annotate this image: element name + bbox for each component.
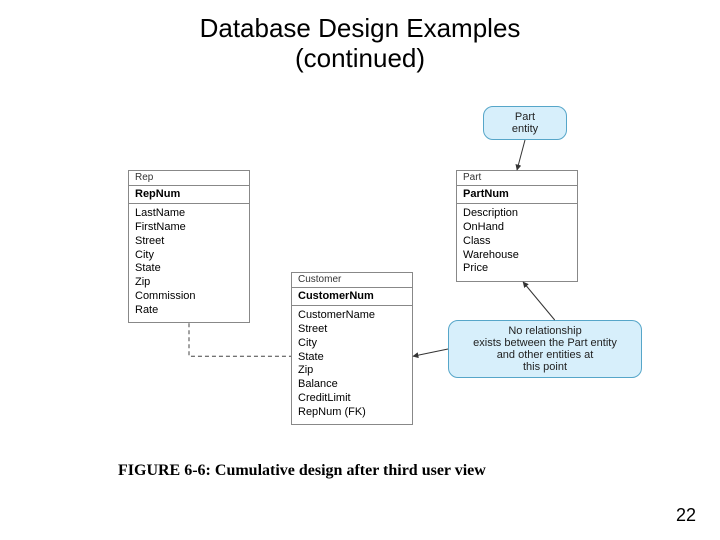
norel-line4: this point — [459, 361, 631, 373]
connector-norel-to-part — [523, 282, 555, 320]
entity-part-attrs: Description OnHand Class Warehouse Price — [457, 204, 577, 281]
customer-attr: RepNum (FK) — [298, 406, 406, 420]
customer-attr: City — [298, 337, 406, 351]
entity-rep-attrs: LastName FirstName Street City State Zip… — [129, 204, 249, 322]
title-line-2: (continued) — [295, 43, 425, 73]
norel-line2: exists between the Part entity — [459, 337, 631, 349]
part-attr: Warehouse — [463, 249, 571, 263]
customer-attr: CustomerName — [298, 309, 406, 323]
part-attr: Class — [463, 235, 571, 249]
page-number: 22 — [676, 505, 696, 526]
callout-part-entity: Part entity — [483, 106, 567, 140]
rep-attr: City — [135, 249, 243, 263]
part-attr: OnHand — [463, 221, 571, 235]
norel-line3: and other entities at — [459, 349, 631, 361]
part-attr: Price — [463, 262, 571, 276]
customer-attr: State — [298, 351, 406, 365]
connector-norel-to-customer — [413, 349, 448, 356]
customer-attr: CreditLimit — [298, 392, 406, 406]
entity-customer-attrs: CustomerName Street City State Zip Balan… — [292, 306, 412, 424]
rep-attr: Street — [135, 235, 243, 249]
callout-part-line1: Part — [494, 111, 556, 123]
connector-callout-to-part — [517, 140, 525, 170]
customer-attr: Balance — [298, 378, 406, 392]
figure-caption: FIGURE 6-6: Cumulative design after thir… — [118, 462, 486, 480]
part-attr: Description — [463, 207, 571, 221]
norel-line1: No relationship — [459, 325, 631, 337]
rep-attr: State — [135, 262, 243, 276]
entity-part-key: PartNum — [457, 185, 577, 205]
connector-rep-to-customer — [189, 323, 291, 356]
callout-part-line2: entity — [494, 123, 556, 135]
rep-attr: Commission — [135, 290, 243, 304]
slide-canvas: Database Design Examples (continued) Par… — [0, 0, 720, 540]
title-line-1: Database Design Examples — [200, 13, 521, 43]
entity-customer: Customer CustomerNum CustomerName Street… — [291, 272, 413, 425]
entity-customer-title: Customer — [292, 273, 412, 287]
entity-rep: Rep RepNum LastName FirstName Street Cit… — [128, 170, 250, 323]
entity-part: Part PartNum Description OnHand Class Wa… — [456, 170, 578, 282]
rep-attr: FirstName — [135, 221, 243, 235]
connectors-svg — [0, 0, 720, 540]
entity-rep-title: Rep — [129, 171, 249, 185]
customer-attr: Zip — [298, 364, 406, 378]
entity-part-title: Part — [457, 171, 577, 185]
rep-attr: LastName — [135, 207, 243, 221]
rep-attr: Zip — [135, 276, 243, 290]
entity-rep-key: RepNum — [129, 185, 249, 205]
slide-title: Database Design Examples (continued) — [0, 14, 720, 74]
rep-attr: Rate — [135, 304, 243, 318]
callout-no-relationship: No relationship exists between the Part … — [448, 320, 642, 378]
entity-customer-key: CustomerNum — [292, 287, 412, 307]
customer-attr: Street — [298, 323, 406, 337]
